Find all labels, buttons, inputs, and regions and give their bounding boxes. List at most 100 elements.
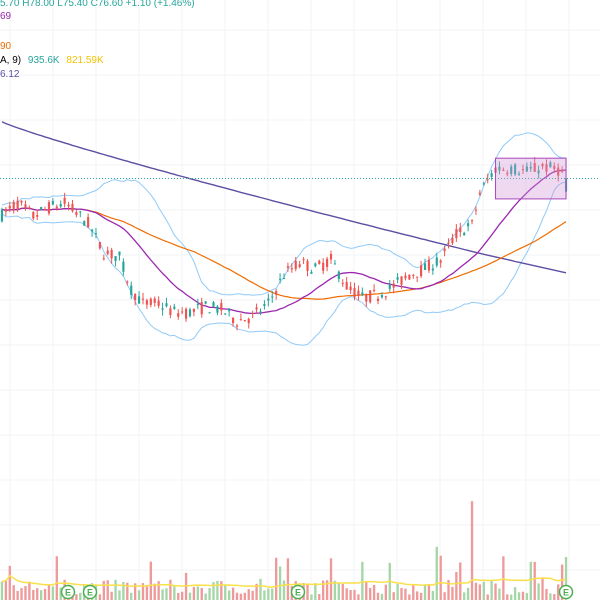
earnings-badge-icon[interactable]: E xyxy=(558,584,574,600)
bollinger-lower-line xyxy=(1,181,567,346)
candle-body xyxy=(28,207,31,209)
candle-body xyxy=(294,260,297,269)
volume-bar xyxy=(306,584,309,600)
candle-body xyxy=(326,258,329,267)
candle-body xyxy=(141,298,145,300)
volume-bar xyxy=(157,581,160,600)
candle-body xyxy=(224,313,227,315)
volume-bar xyxy=(435,546,438,600)
candle-body xyxy=(490,173,493,177)
volume-bar xyxy=(404,588,407,600)
ma-short-line xyxy=(1,169,567,315)
candle-body xyxy=(130,285,133,295)
candle-body xyxy=(329,254,333,260)
candle-body xyxy=(529,167,532,169)
volume-bar xyxy=(122,582,125,600)
volume-bar xyxy=(529,561,532,600)
volume-bar xyxy=(43,589,47,600)
volume-pane xyxy=(0,501,568,600)
candle-body xyxy=(557,167,560,176)
candle-body xyxy=(32,212,35,219)
earnings-badge-circle xyxy=(82,584,98,600)
volume-bar xyxy=(145,585,149,600)
candle-body xyxy=(451,237,454,244)
volume-bar xyxy=(267,588,270,600)
volume-bar xyxy=(161,589,164,600)
candle-body xyxy=(478,192,481,195)
candle-body xyxy=(431,268,434,271)
volume-bar xyxy=(235,592,239,600)
candle-body xyxy=(40,207,43,209)
candle-body xyxy=(87,217,90,228)
volume-bar xyxy=(439,555,442,600)
candle-body xyxy=(376,298,380,302)
candle-body xyxy=(345,282,348,290)
volume-bar xyxy=(557,584,560,600)
candle-body xyxy=(486,179,489,181)
volume-bar xyxy=(443,592,446,600)
earnings-badge-icon[interactable]: E xyxy=(82,584,98,600)
volume-bar xyxy=(384,584,388,600)
volume-bar xyxy=(537,583,540,600)
candle-body xyxy=(337,271,340,280)
candle-body xyxy=(510,166,513,174)
candle-body xyxy=(259,311,262,313)
volume-bar xyxy=(133,583,137,600)
candle-body xyxy=(416,276,419,278)
volume-bar xyxy=(75,594,78,600)
volume-bar xyxy=(494,583,497,600)
volume-bar xyxy=(251,590,254,600)
candle-body xyxy=(8,205,11,209)
candle-body xyxy=(114,256,117,262)
volume-bar xyxy=(564,556,568,600)
volume-bar xyxy=(474,582,478,600)
volume-bar xyxy=(337,583,341,600)
volume-bar xyxy=(55,556,58,600)
candle-body xyxy=(533,162,536,172)
earnings-badge-icon[interactable]: E xyxy=(290,584,306,600)
volume-bar xyxy=(204,593,207,600)
candle-body xyxy=(561,169,564,172)
volume-bar xyxy=(259,578,262,600)
candle-body xyxy=(94,233,98,235)
earnings-badge-label: E xyxy=(87,588,93,598)
candle-body xyxy=(247,318,250,324)
volume-bar xyxy=(110,591,113,600)
bollinger-upper-line xyxy=(1,132,567,296)
candle-body xyxy=(267,298,270,301)
volume-bar xyxy=(47,585,51,600)
volume-bar xyxy=(463,592,466,600)
volume-bar xyxy=(286,558,290,600)
candle-body xyxy=(420,265,423,277)
candle-body xyxy=(408,274,411,280)
volume-bar xyxy=(102,580,105,600)
candle-body xyxy=(137,296,141,304)
volume-bar xyxy=(184,572,188,600)
volume-bar xyxy=(396,584,399,600)
volume-bar xyxy=(513,587,517,600)
volume-bar xyxy=(231,587,235,600)
volume-bar xyxy=(517,592,521,600)
earnings-badge-label: E xyxy=(65,588,71,598)
candle-body xyxy=(36,215,39,217)
candle-body xyxy=(517,173,521,175)
volume-bar xyxy=(59,587,62,600)
candle-body xyxy=(173,306,176,309)
earnings-badge-label: E xyxy=(295,588,301,598)
candle-body xyxy=(235,325,239,327)
chart-overlays xyxy=(0,157,600,200)
volume-bar xyxy=(224,584,227,600)
ma-mid-value: 90 xyxy=(0,41,12,52)
volume-bar xyxy=(278,566,282,600)
candle-body xyxy=(55,206,58,209)
candle-body xyxy=(482,183,485,185)
volume-bar xyxy=(510,594,513,600)
earnings-badge-circle xyxy=(558,584,574,600)
earnings-badge-icon[interactable]: E xyxy=(60,584,76,600)
candle-body xyxy=(20,200,23,203)
candle-body xyxy=(341,282,344,284)
ma-mid-legend: 90 xyxy=(0,41,15,53)
